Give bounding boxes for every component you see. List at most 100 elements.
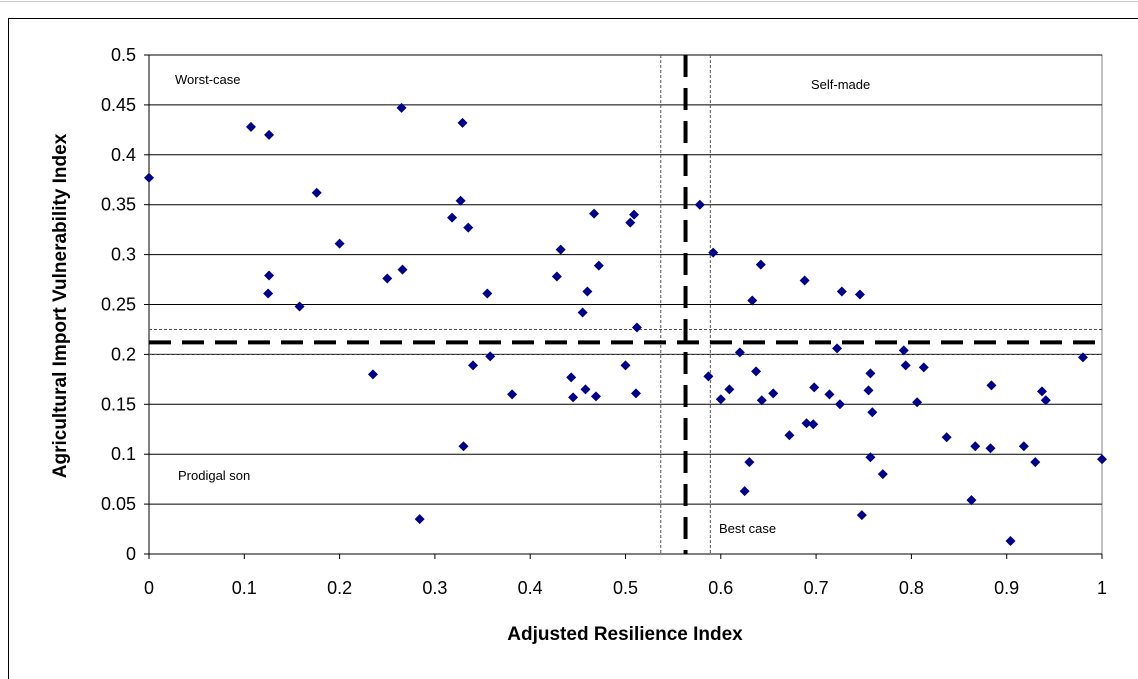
data-point bbox=[414, 514, 425, 525]
data-point bbox=[555, 244, 566, 255]
data-point bbox=[455, 195, 466, 206]
x-tick-label: 1 bbox=[1097, 578, 1107, 598]
x-tick-label: 0 bbox=[144, 578, 154, 598]
data-point bbox=[382, 273, 393, 284]
data-point bbox=[264, 129, 275, 140]
data-point bbox=[447, 212, 458, 223]
y-tick-label: 0 bbox=[126, 544, 136, 564]
y-tick-label: 0.35 bbox=[101, 195, 136, 215]
data-point bbox=[577, 307, 588, 318]
data-point bbox=[396, 102, 407, 113]
y-axis-title: Agricultural Import Vulnerability Index bbox=[50, 133, 71, 478]
data-point bbox=[739, 486, 750, 497]
data-point bbox=[625, 217, 636, 228]
data-point bbox=[1030, 457, 1041, 468]
reference-lines bbox=[149, 55, 1102, 554]
data-point bbox=[747, 295, 758, 306]
x-axis-title: Adjusted Resilience Index bbox=[507, 624, 743, 645]
data-point bbox=[918, 362, 929, 373]
data-point bbox=[834, 399, 845, 410]
x-tick-label: 0.7 bbox=[804, 578, 829, 598]
y-tick-label: 0.45 bbox=[101, 95, 136, 115]
y-tick-label: 0.2 bbox=[111, 344, 136, 364]
data-point bbox=[856, 510, 867, 521]
data-point bbox=[784, 430, 795, 441]
quadrant-label-bottom-right: Best case bbox=[719, 521, 776, 536]
x-tick-label: 0.6 bbox=[708, 578, 733, 598]
data-point bbox=[463, 222, 474, 233]
data-point bbox=[264, 270, 275, 281]
data-point bbox=[245, 121, 256, 132]
y-tick-label: 0.25 bbox=[101, 295, 136, 315]
data-point bbox=[1036, 386, 1047, 397]
data-point bbox=[912, 397, 923, 408]
data-point bbox=[590, 391, 601, 402]
data-point bbox=[144, 172, 154, 183]
x-tick-label: 0.8 bbox=[899, 578, 924, 598]
data-point bbox=[824, 389, 835, 400]
x-tick-label: 0.4 bbox=[518, 578, 543, 598]
data-point bbox=[1018, 441, 1029, 452]
data-point bbox=[867, 407, 878, 418]
data-point bbox=[1040, 395, 1051, 406]
data-point bbox=[1097, 454, 1107, 465]
data-point bbox=[551, 271, 562, 282]
y-axis-ticks: 0 0.05 0.1 0.15 0.2 0.25 0.3 0.35 0.4 0.45 0.5 bbox=[101, 45, 149, 564]
data-point bbox=[724, 384, 735, 395]
data-point bbox=[970, 441, 981, 452]
quadrant-label-bottom-left: Prodigal son bbox=[178, 468, 250, 483]
quadrant-label-top-left: Worst-case bbox=[175, 72, 241, 87]
data-point bbox=[1005, 536, 1016, 547]
data-point bbox=[986, 380, 997, 391]
y-tick-label: 0.3 bbox=[111, 245, 136, 265]
data-point bbox=[755, 259, 766, 270]
y-tick-label: 0.05 bbox=[101, 494, 136, 514]
x-tick-label: 0.1 bbox=[232, 578, 257, 598]
data-point bbox=[966, 495, 977, 506]
data-point bbox=[865, 452, 876, 463]
data-point bbox=[580, 384, 591, 395]
data-point bbox=[294, 301, 305, 312]
data-point bbox=[898, 345, 909, 356]
y-tick-label: 0.4 bbox=[111, 145, 136, 165]
data-point bbox=[589, 208, 600, 219]
data-points bbox=[144, 102, 1107, 547]
data-point bbox=[865, 368, 876, 379]
data-point bbox=[334, 238, 345, 249]
data-point bbox=[863, 385, 874, 396]
data-point bbox=[568, 392, 579, 403]
data-point bbox=[566, 372, 577, 383]
data-point bbox=[703, 371, 714, 382]
data-point bbox=[694, 199, 705, 210]
data-point bbox=[808, 419, 819, 430]
data-point bbox=[734, 347, 745, 358]
data-point bbox=[854, 289, 865, 300]
data-point bbox=[768, 388, 779, 399]
data-point bbox=[468, 360, 479, 371]
x-axis-ticks: 0 0.1 0.2 0.3 0.4 0.5 0.6 0.7 0.8 0.9 1 bbox=[144, 554, 1107, 598]
data-point bbox=[485, 351, 496, 362]
data-point bbox=[809, 382, 820, 393]
data-point bbox=[715, 394, 726, 405]
data-point bbox=[799, 275, 810, 286]
data-point bbox=[832, 343, 843, 354]
y-tick-label: 0.1 bbox=[111, 444, 136, 464]
data-point bbox=[629, 209, 640, 220]
data-point bbox=[985, 443, 996, 454]
data-point bbox=[457, 117, 468, 128]
data-point bbox=[836, 286, 847, 297]
x-tick-label: 0.9 bbox=[994, 578, 1019, 598]
data-point bbox=[941, 432, 952, 443]
data-point bbox=[311, 187, 322, 198]
data-point bbox=[397, 264, 408, 275]
data-point bbox=[751, 366, 762, 377]
data-point bbox=[708, 247, 719, 258]
data-point bbox=[631, 322, 642, 333]
data-point bbox=[877, 469, 888, 480]
data-point bbox=[507, 389, 518, 400]
data-point bbox=[482, 288, 493, 299]
data-point bbox=[801, 418, 812, 429]
data-point bbox=[263, 288, 274, 299]
data-point bbox=[900, 360, 911, 371]
